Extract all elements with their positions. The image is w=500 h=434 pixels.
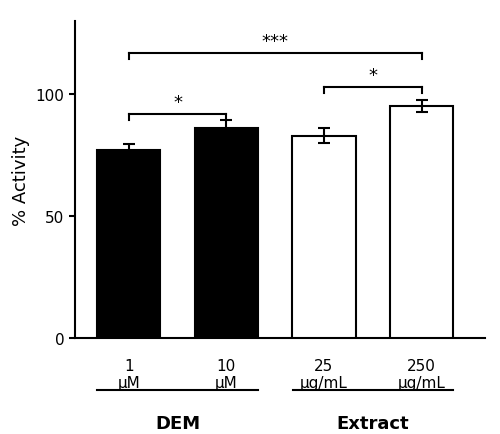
Text: 1: 1 bbox=[124, 358, 134, 373]
Text: *: * bbox=[368, 67, 377, 85]
Bar bbox=[292, 136, 356, 339]
Text: 25: 25 bbox=[314, 358, 334, 373]
Text: μM: μM bbox=[118, 375, 140, 390]
Text: μg/mL: μg/mL bbox=[300, 375, 348, 390]
Text: DEM: DEM bbox=[155, 414, 200, 432]
Text: *: * bbox=[173, 94, 182, 112]
Text: 10: 10 bbox=[216, 358, 236, 373]
Text: 250: 250 bbox=[407, 358, 436, 373]
Text: μg/mL: μg/mL bbox=[398, 375, 446, 390]
Y-axis label: % Activity: % Activity bbox=[12, 135, 30, 225]
Text: Extract: Extract bbox=[336, 414, 409, 432]
Bar bbox=[390, 107, 454, 339]
Text: μM: μM bbox=[215, 375, 238, 390]
Bar bbox=[194, 129, 258, 339]
Text: ***: *** bbox=[262, 33, 288, 51]
Bar bbox=[97, 151, 160, 339]
